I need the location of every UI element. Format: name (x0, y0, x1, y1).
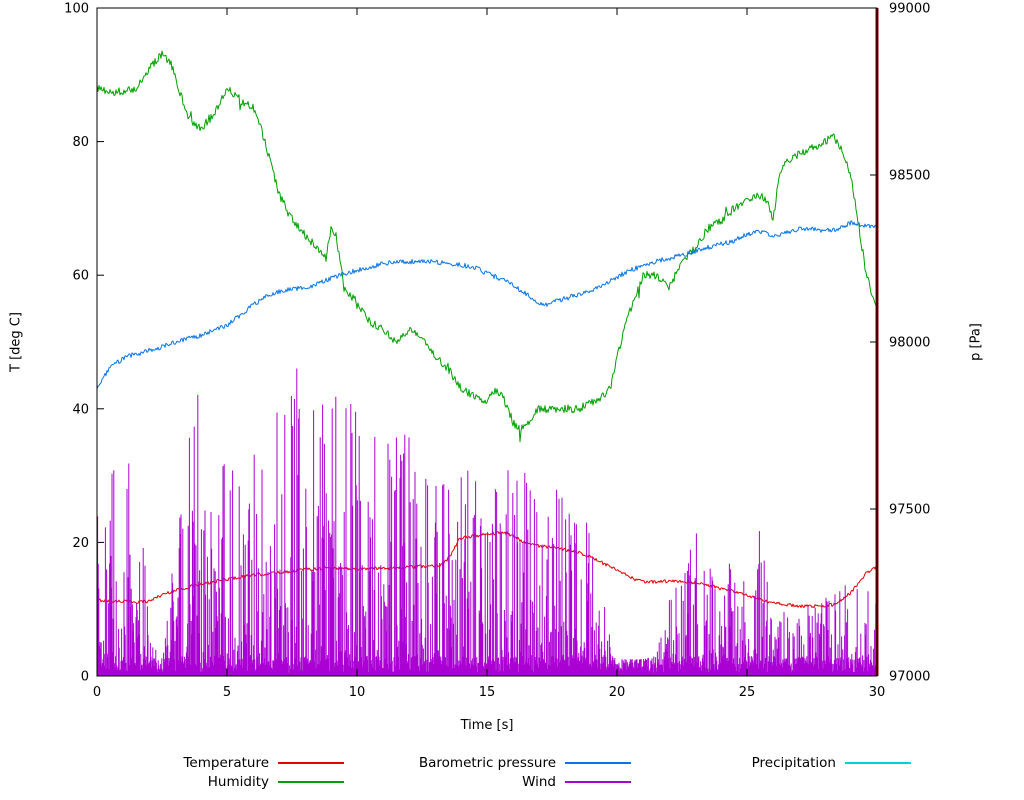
legend-swatch-precipitation (845, 761, 911, 764)
series-barometric-pressure (97, 220, 877, 390)
y-right-tick-label: 98000 (889, 336, 930, 351)
legend-item-barometric-pressure: Barometric pressure (306, 753, 631, 772)
series-wind (97, 368, 877, 676)
y-right-tick-label: 99000 (889, 2, 930, 17)
legend-item-temperature: Temperature (19, 753, 344, 772)
legend-swatch-barometric-pressure (565, 761, 631, 764)
x-axis-label: Time [s] (460, 718, 514, 733)
x-tick-label: 10 (349, 685, 366, 700)
legend-label-barometric-pressure: Barometric pressure (418, 754, 556, 771)
legend-label-humidity: Humidity (207, 773, 269, 790)
legend: Temperature Barometric pressure Precipitat… (0, 748, 1024, 794)
x-tick-label: 25 (739, 685, 756, 700)
legend-swatch-humidity (278, 780, 344, 783)
legend-swatch-wind (565, 780, 631, 783)
series-humidity (97, 50, 877, 443)
legend-label-temperature: Temperature (183, 754, 269, 771)
legend-item-precipitation: Precipitation (586, 753, 911, 772)
y-left-tick-label: 0 (81, 670, 89, 685)
y-left-tick-label: 100 (64, 2, 89, 17)
legend-item-humidity: Humidity (19, 772, 344, 791)
y-left-tick-label: 40 (72, 402, 89, 417)
x-tick-label: 5 (223, 685, 231, 700)
y-left-axis-label: T [deg C] (8, 312, 24, 372)
legend-label-wind: Wind (522, 773, 556, 790)
x-tick-label: 20 (609, 685, 626, 700)
y-right-axis-label: p [Pa] (968, 323, 984, 361)
x-tick-label: 0 (93, 685, 101, 700)
series-temperature (97, 531, 877, 609)
y-right-tick-label: 97000 (889, 670, 930, 685)
x-tick-label: 15 (479, 685, 496, 700)
y-right-tick-label: 98500 (889, 169, 930, 184)
legend-item-wind: Wind (306, 772, 631, 791)
x-tick-label: 30 (869, 685, 886, 700)
y-right-tick-label: 97500 (889, 503, 930, 518)
y-left-tick-label: 20 (72, 536, 89, 551)
y-left-tick-label: 80 (72, 135, 89, 150)
y-left-tick-label: 60 (72, 269, 89, 284)
legend-swatch-temperature (278, 761, 344, 764)
legend-label-precipitation: Precipitation (751, 754, 836, 771)
